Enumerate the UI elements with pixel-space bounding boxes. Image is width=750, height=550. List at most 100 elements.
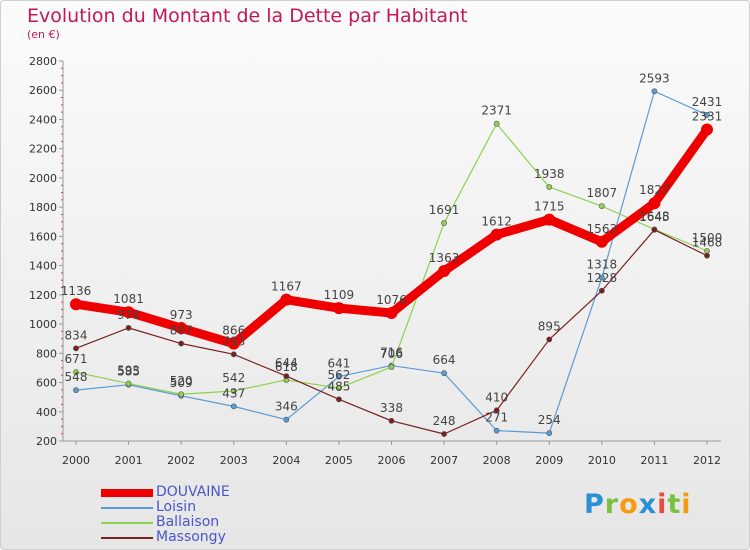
data-label: 2371 (481, 104, 512, 118)
data-point (701, 123, 713, 136)
data-point (441, 431, 447, 437)
data-label: 1807 (587, 186, 618, 200)
proxiti-logo: Proxiti (584, 489, 692, 520)
data-point (651, 88, 658, 95)
y-tick-label: 2000 (29, 172, 57, 185)
data-point (230, 351, 237, 358)
data-label: 1228 (587, 271, 618, 285)
x-tick-label: 2005 (325, 454, 353, 467)
data-point (283, 373, 290, 380)
data-point (122, 306, 135, 319)
data-label: 1691 (429, 203, 460, 217)
chart-subtitle: (en €) (27, 28, 60, 41)
logo-letter: i (657, 489, 668, 520)
data-point (704, 112, 710, 118)
data-label: 437 (222, 386, 245, 400)
data-label: 520 (170, 374, 193, 388)
data-label: 1715 (534, 200, 565, 214)
y-tick-label: 400 (36, 406, 57, 419)
x-tick-label: 2001 (115, 454, 143, 467)
legend-swatch (101, 507, 153, 509)
y-tick-label: 1200 (29, 289, 57, 302)
data-point (332, 302, 345, 315)
data-point (73, 387, 79, 394)
data-label: 593 (117, 364, 140, 378)
x-tick-label: 2007 (430, 454, 458, 467)
data-label: 1645 (639, 210, 670, 224)
data-point (648, 197, 661, 210)
legend-label: Massongy (156, 529, 226, 545)
chart-title: Evolution du Montant de la Dette par Hab… (27, 5, 468, 27)
x-tick-label: 2011 (640, 454, 668, 467)
data-label: 793 (222, 334, 245, 348)
data-label: 1500 (692, 231, 723, 245)
legend-label: DOUVAINE (156, 484, 230, 500)
y-tick-label: 1800 (29, 201, 57, 214)
x-tick-label: 2003 (220, 454, 248, 467)
data-label: 706 (380, 347, 403, 361)
data-label: 1648 (639, 209, 670, 223)
data-label: 644 (275, 356, 298, 370)
y-tick-label: 200 (36, 435, 57, 448)
data-point (125, 324, 132, 331)
y-tick-label: 2600 (29, 84, 57, 97)
x-tick-label: 2004 (272, 454, 300, 467)
data-label: 1076 (376, 293, 407, 307)
data-label: 1363 (429, 251, 460, 265)
legend-label: Ballaison (156, 514, 220, 530)
logo-letter: r (604, 489, 620, 520)
data-label: 1081 (113, 292, 144, 306)
y-tick-label: 1600 (29, 230, 57, 243)
data-point (125, 380, 132, 387)
data-label: 485 (327, 379, 350, 393)
data-label: 1167 (271, 280, 302, 294)
data-label: 895 (538, 319, 561, 333)
data-point (595, 235, 608, 248)
data-label: 671 (65, 352, 88, 366)
data-label: 2431 (692, 95, 723, 109)
data-label: 834 (65, 328, 88, 342)
data-label: 1563 (587, 222, 618, 236)
data-label: 585 (117, 365, 140, 379)
data-label: 1827 (639, 183, 670, 197)
x-tick-label: 2008 (483, 454, 511, 467)
data-label: 867 (170, 324, 193, 338)
data-point (598, 203, 605, 210)
data-point (598, 274, 605, 281)
data-label: 548 (65, 370, 88, 384)
data-point (178, 391, 185, 398)
data-label: 1612 (481, 215, 512, 229)
data-point (280, 293, 293, 306)
data-label: 271 (485, 411, 508, 425)
logo-letter: P (584, 489, 605, 520)
data-label: 618 (275, 360, 298, 374)
logo-letter: t (667, 489, 682, 520)
data-point (651, 226, 658, 233)
data-point (73, 345, 79, 352)
legend-swatch (101, 522, 153, 524)
data-point (493, 407, 500, 414)
data-label: 338 (380, 401, 403, 415)
y-tick-label: 2800 (29, 55, 57, 68)
data-point (546, 184, 553, 190)
data-label: 248 (433, 414, 456, 428)
data-label: 973 (170, 308, 193, 322)
data-label: 410 (485, 390, 508, 404)
y-tick-label: 1400 (29, 260, 57, 273)
data-label: 664 (433, 353, 456, 367)
logo-letter: o (619, 489, 639, 520)
data-label: 1468 (692, 236, 723, 250)
data-label: 1136 (61, 284, 92, 298)
data-point (227, 337, 240, 350)
data-label: 562 (327, 368, 350, 382)
data-point (385, 306, 398, 319)
data-point (73, 369, 79, 376)
data-label: 974 (117, 308, 140, 322)
data-point (441, 370, 447, 377)
y-tick-label: 1000 (29, 318, 57, 331)
legend-swatch (101, 489, 153, 497)
x-tick-label: 2012 (693, 454, 721, 467)
y-tick-label: 800 (36, 347, 57, 360)
data-label: 1318 (587, 258, 618, 272)
